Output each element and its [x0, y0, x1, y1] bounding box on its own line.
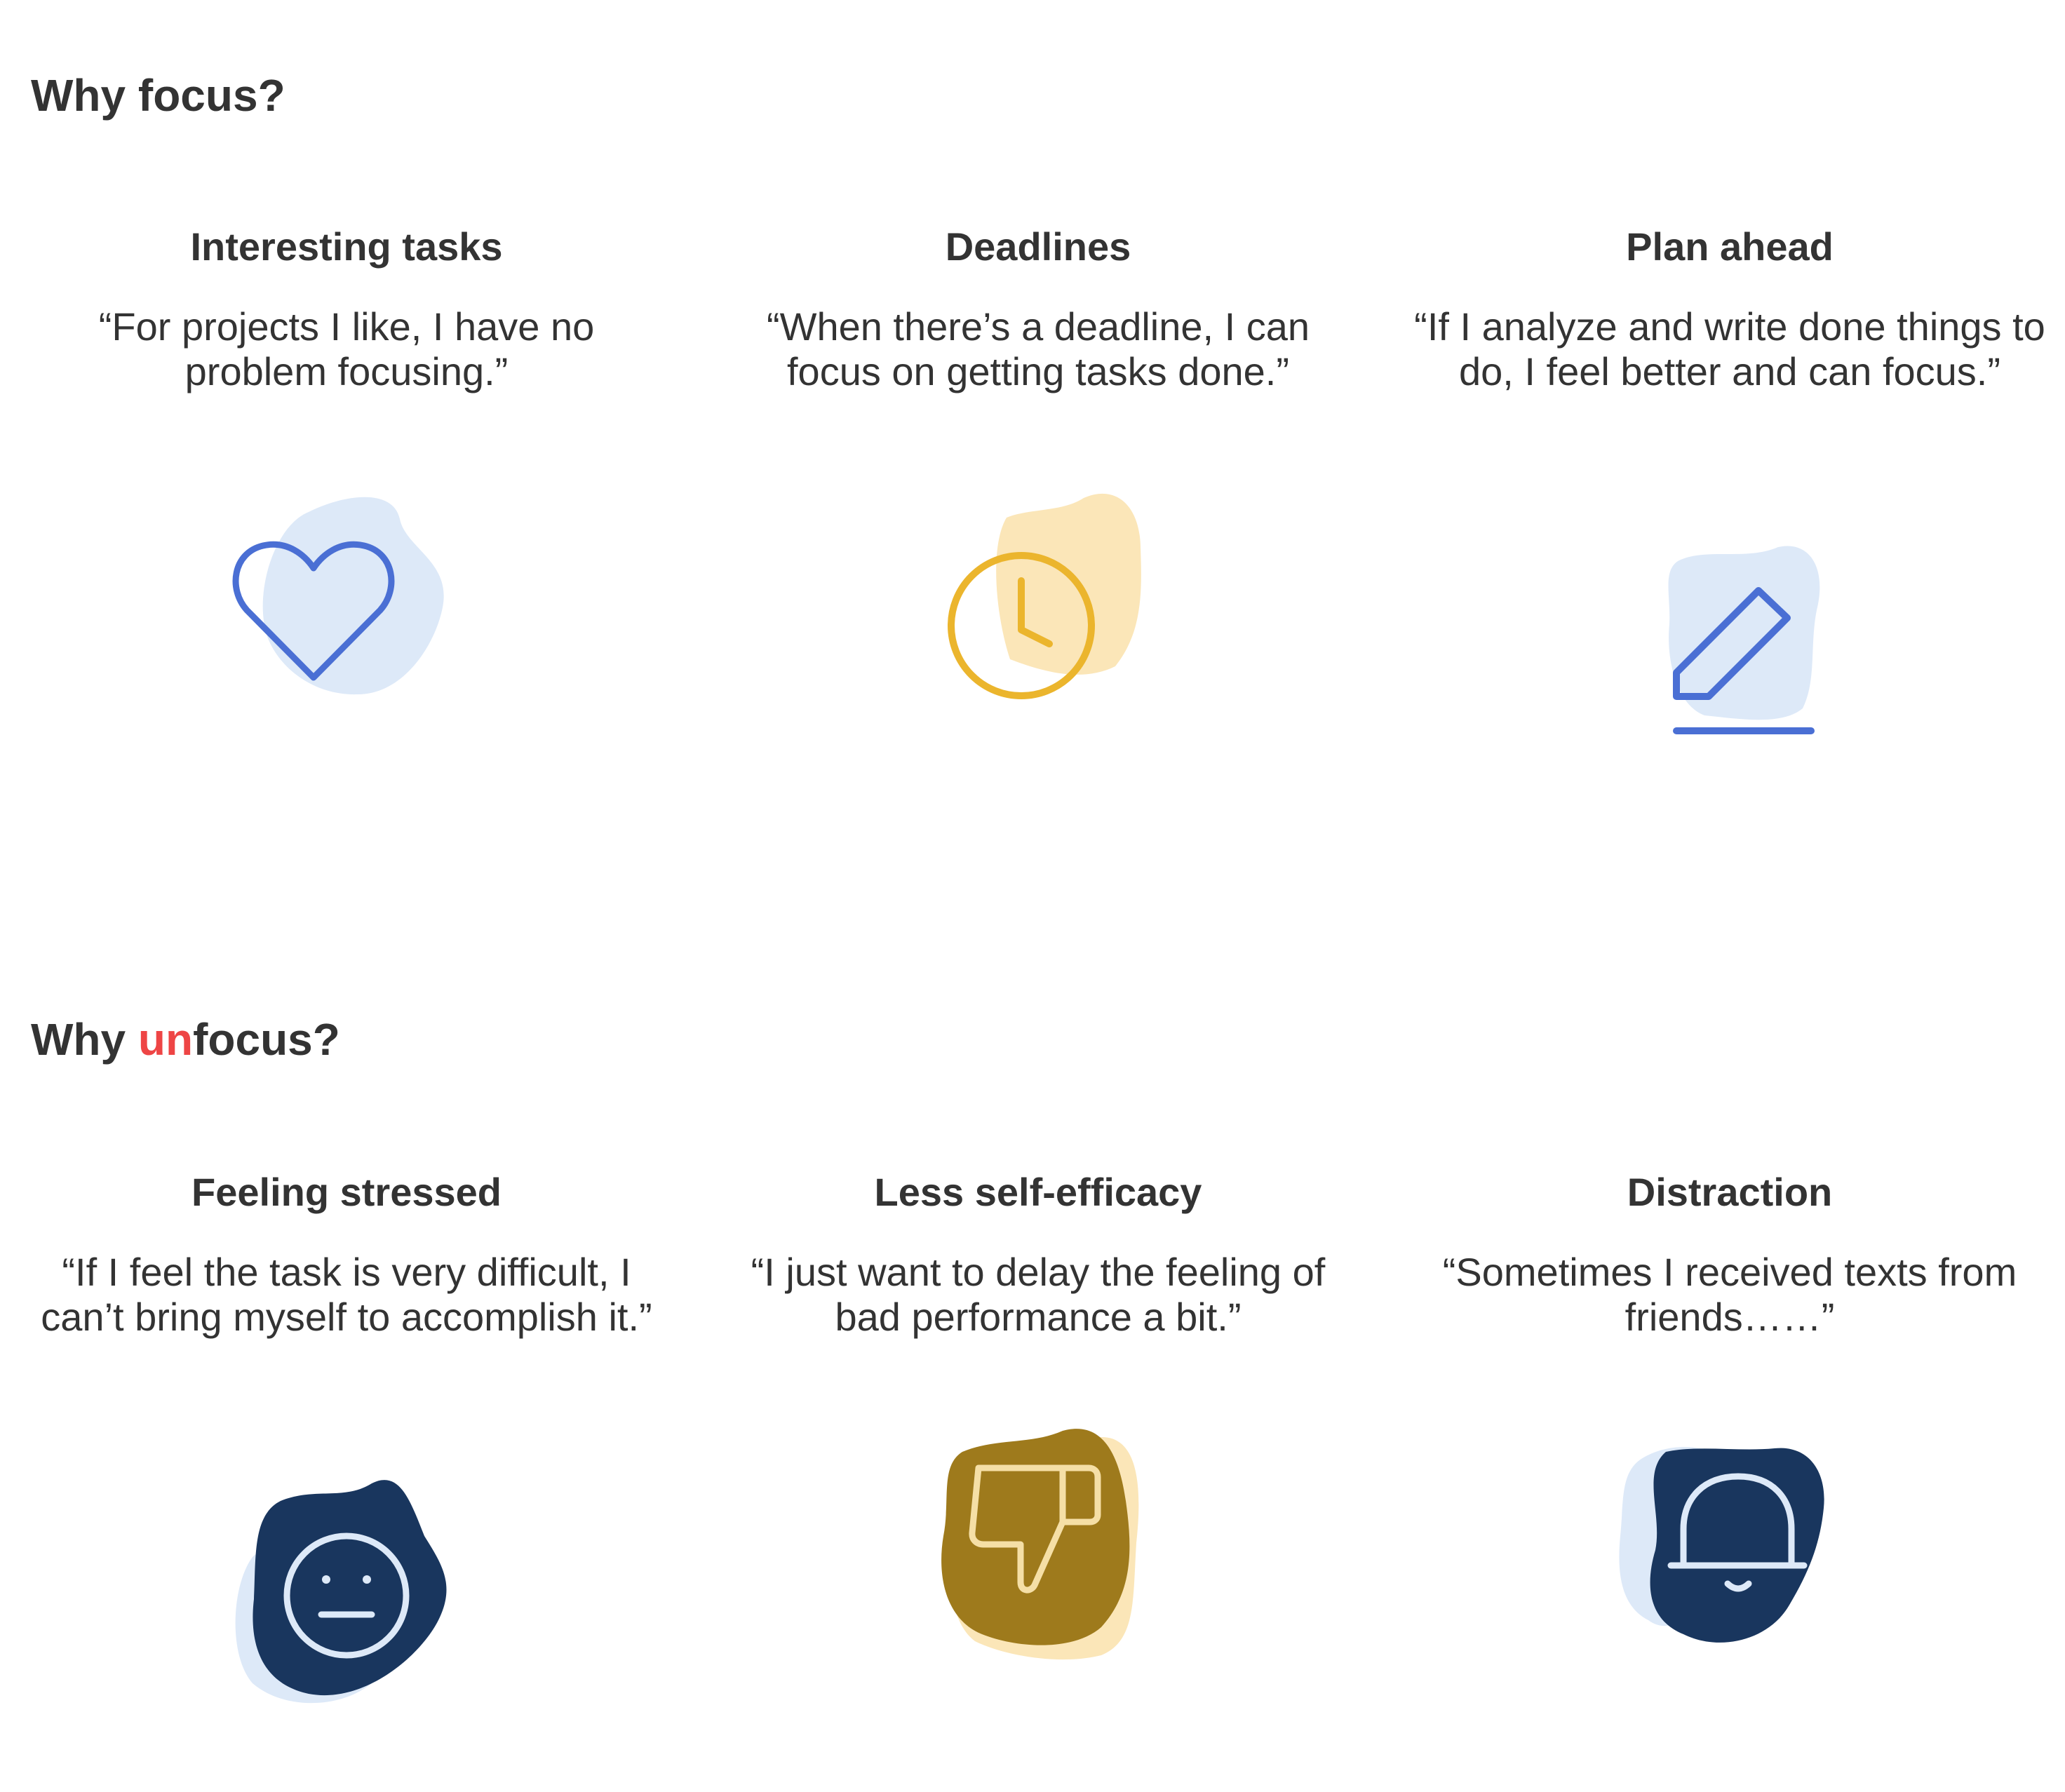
- card-distraction: Distraction “Sometimes I received texts …: [1400, 1171, 2059, 1340]
- card-quote: “When there’s a deadline, I can focus on…: [766, 304, 1310, 393]
- card-title: Feeling stressed: [191, 1170, 502, 1214]
- clock-icon: [948, 493, 1141, 699]
- card-quote: “Sometimes I received texts from friends…: [1442, 1250, 2017, 1339]
- bell-clapper: [1724, 1580, 1752, 1592]
- why-focus-title: Why focus?: [31, 73, 285, 118]
- bell-body: [1680, 1473, 1795, 1568]
- card-title: Deadlines: [945, 224, 1131, 269]
- card-title: Distraction: [1627, 1170, 1833, 1214]
- neutral-face-icon: [235, 1480, 447, 1704]
- card-less-self-efficacy: Less self-efficacy “I just want to delay…: [708, 1171, 1368, 1340]
- card-title: Interesting tasks: [190, 224, 503, 269]
- clock-hands: [1018, 577, 1053, 647]
- thumb-mustard-blob: [941, 1429, 1130, 1645]
- heart-icon: [232, 497, 444, 695]
- card-title: Plan ahead: [1626, 224, 1834, 269]
- clock-blob: [996, 493, 1141, 675]
- bell-icon: [1619, 1447, 1824, 1643]
- thumbs-down-icon: [941, 1429, 1139, 1660]
- face-navy-blob: [253, 1480, 447, 1696]
- card-quote: “If I feel the task is very difficult, I…: [41, 1250, 652, 1339]
- card-quote: “I just want to delay the feeling of bad…: [751, 1250, 1326, 1339]
- why-unfocus-title-prefix: Why: [31, 1014, 138, 1065]
- why-unfocus-title-suffix: focus?: [193, 1014, 340, 1065]
- pencil-outline: [1673, 587, 1791, 700]
- why-unfocus-title-highlight: un: [137, 1014, 194, 1065]
- heart-outline: [232, 541, 395, 681]
- card-quote: “If I analyze and write done things to d…: [1414, 304, 2045, 393]
- why-unfocus-title: Why unfocus?: [31, 1017, 340, 1062]
- heart-blob: [262, 497, 444, 695]
- pencil-icon: [1668, 546, 1820, 734]
- card-interesting-tasks: Interesting tasks “For projects I like, …: [17, 226, 676, 394]
- thumb-outline: [969, 1464, 1101, 1594]
- card-deadlines: Deadlines “When there’s a deadline, I ca…: [708, 226, 1368, 394]
- card-feeling-stressed: Feeling stressed “If I feel the task is …: [17, 1171, 676, 1340]
- card-title: Less self-efficacy: [874, 1170, 1202, 1214]
- clock-face: [948, 552, 1095, 699]
- pencil-blob: [1668, 546, 1820, 720]
- face-left-eye: [322, 1575, 330, 1584]
- card-quote: “For projects I like, I have no problem …: [98, 304, 595, 393]
- face-outline: [283, 1532, 410, 1659]
- card-plan-ahead: Plan ahead “If I analyze and write done …: [1400, 226, 2059, 394]
- why-focus-title-text: Why focus?: [31, 70, 285, 121]
- face-right-eye: [363, 1575, 371, 1584]
